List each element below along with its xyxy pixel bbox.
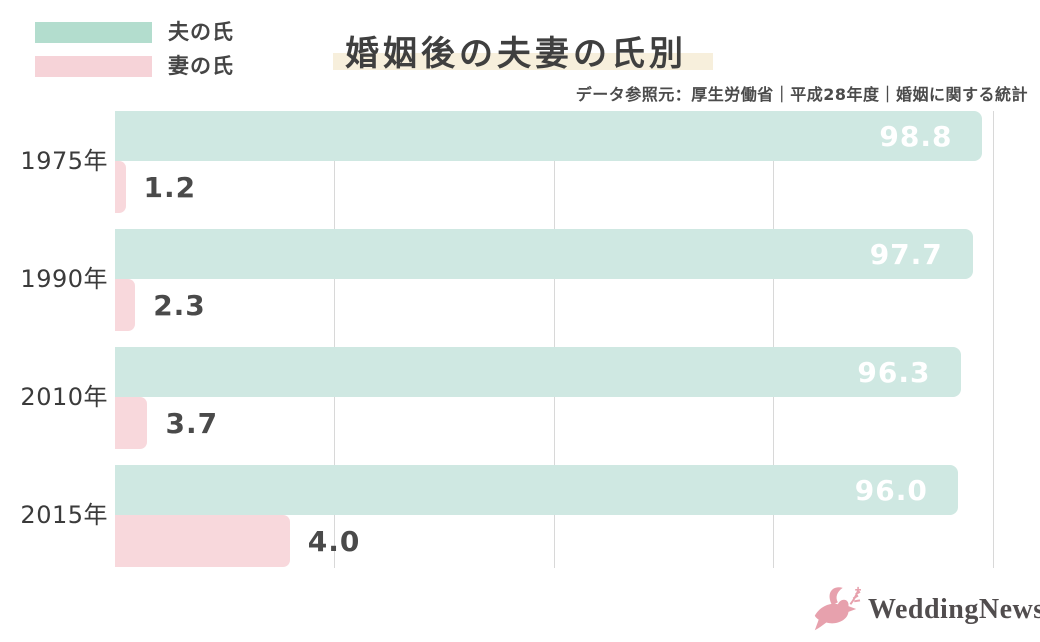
bar-wife-surname bbox=[115, 397, 148, 449]
value-label-wife: 1.2 bbox=[143, 171, 197, 204]
brand-name: WeddingNews bbox=[868, 594, 1040, 625]
bar-group-1975: 98.8 1.2 bbox=[115, 111, 993, 213]
value-label-husband: 96.0 bbox=[854, 473, 928, 507]
bar-group-1990: 97.7 2.3 bbox=[115, 229, 993, 331]
legend-swatch-husband bbox=[35, 22, 152, 43]
value-label-husband: 96.3 bbox=[857, 355, 931, 389]
bar-group-2010: 96.3 3.7 bbox=[115, 347, 993, 449]
axis-label-year: 2010年 bbox=[20, 383, 108, 411]
bar-husband-surname: 96.0 bbox=[115, 465, 958, 515]
legend-label-husband: 夫の氏 bbox=[168, 20, 234, 44]
bar-wife-surname bbox=[115, 515, 290, 567]
value-label-wife: 3.7 bbox=[165, 407, 219, 440]
footer-brand: WeddingNews bbox=[806, 585, 1040, 635]
bar-wife-surname bbox=[115, 161, 126, 213]
bar-husband-surname: 96.3 bbox=[115, 347, 961, 397]
axis-label-year: 1990年 bbox=[20, 265, 108, 293]
gridline-100 bbox=[992, 111, 994, 568]
axis-label-year: 1975年 bbox=[20, 147, 108, 175]
gridline-75 bbox=[773, 111, 774, 568]
gridline-50 bbox=[553, 111, 555, 568]
gridline-25 bbox=[334, 111, 335, 568]
bar-husband-surname: 97.7 bbox=[115, 229, 973, 279]
source-note: データ参照元：厚生労働省｜平成28年度｜婚姻に関する統計 bbox=[575, 85, 1028, 104]
plot-area: 98.8 1.2 97.7 2.3 96.3 3.7 96.0 4.0 bbox=[115, 111, 994, 568]
bar-wife-surname bbox=[115, 279, 136, 331]
value-label-wife: 2.3 bbox=[153, 289, 206, 322]
legend-swatch-wife bbox=[35, 56, 152, 77]
legend-label-wife: 妻の氏 bbox=[168, 54, 234, 78]
value-label-husband: 98.8 bbox=[879, 119, 953, 153]
bar-group-2015: 96.0 4.0 bbox=[115, 465, 993, 567]
axis-label-year: 2015年 bbox=[20, 501, 108, 529]
dove-icon bbox=[814, 586, 861, 631]
value-label-wife: 4.0 bbox=[307, 525, 361, 558]
value-label-husband: 97.7 bbox=[869, 237, 943, 271]
page-title: 婚姻後の夫妻の氏別 bbox=[345, 34, 687, 74]
bar-husband-surname: 98.8 bbox=[115, 111, 983, 161]
title-highlight bbox=[333, 53, 713, 70]
